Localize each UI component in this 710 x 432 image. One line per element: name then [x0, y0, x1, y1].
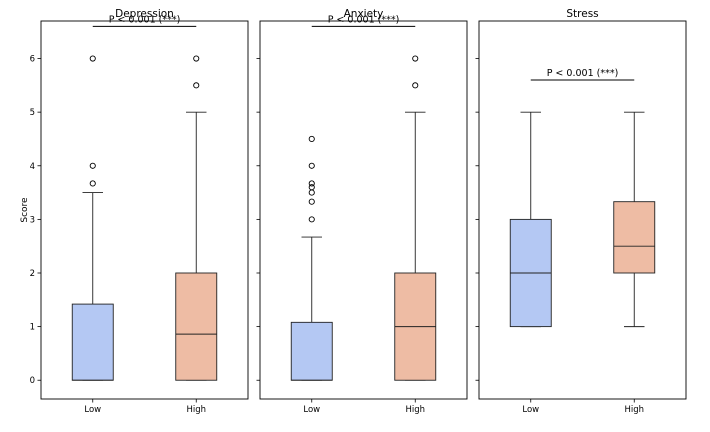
panel-2: Stress Low High P < 0.001 (***) — [475, 8, 687, 415]
x-tick-label: High — [186, 405, 206, 415]
panel-frame — [40, 20, 249, 400]
y-axis-label: Score — [20, 197, 30, 223]
y-tick-label: 6 — [30, 55, 35, 65]
box-low — [71, 303, 114, 381]
panel-title: Stress — [566, 8, 598, 20]
panel-frame — [478, 20, 687, 400]
y-tick-label: 2 — [30, 269, 35, 279]
outlier-point — [308, 162, 315, 169]
outlier-point — [308, 198, 315, 205]
outlier-point — [308, 184, 315, 191]
box-low — [290, 321, 333, 381]
y-tick-label: 0 — [30, 376, 35, 386]
panel-0: Depression 0 1 2 3 4 5 6 Low High P < 0.001 (***) — [30, 8, 249, 415]
panel-title: Depression — [115, 8, 174, 20]
y-tick-label: 3 — [30, 215, 35, 225]
outlier-point — [308, 135, 315, 143]
x-tick-label: High — [405, 405, 425, 415]
box-high — [613, 201, 656, 274]
outlier-point — [89, 162, 96, 169]
x-tick-label: Low — [303, 405, 320, 415]
panel-title: Anxiety — [344, 8, 384, 20]
panel-frame — [259, 20, 468, 400]
y-tick-label: 5 — [30, 108, 35, 118]
significance-label: P < 0.001 (***) — [328, 14, 400, 25]
x-tick-label: High — [624, 405, 644, 415]
outlier-point — [193, 82, 200, 89]
outlier-point — [193, 55, 200, 62]
x-tick-label: Low — [84, 405, 101, 415]
outlier-point — [308, 216, 315, 223]
outlier-point — [308, 189, 315, 196]
significance-label: P < 0.001 (***) — [547, 68, 619, 79]
outlier-point — [89, 55, 96, 62]
outlier-point — [412, 82, 419, 89]
x-tick-label: Low — [522, 405, 539, 415]
y-tick-label: 4 — [30, 162, 35, 172]
box-high — [175, 272, 218, 381]
outlier-point — [412, 55, 419, 62]
significance-label: P < 0.001 (***) — [109, 14, 181, 25]
outlier-point — [89, 180, 96, 187]
panel-1: Anxiety Low High P < 0.001 (***) — [256, 8, 468, 415]
outlier-point — [308, 180, 315, 187]
y-tick-label: 1 — [30, 323, 35, 333]
